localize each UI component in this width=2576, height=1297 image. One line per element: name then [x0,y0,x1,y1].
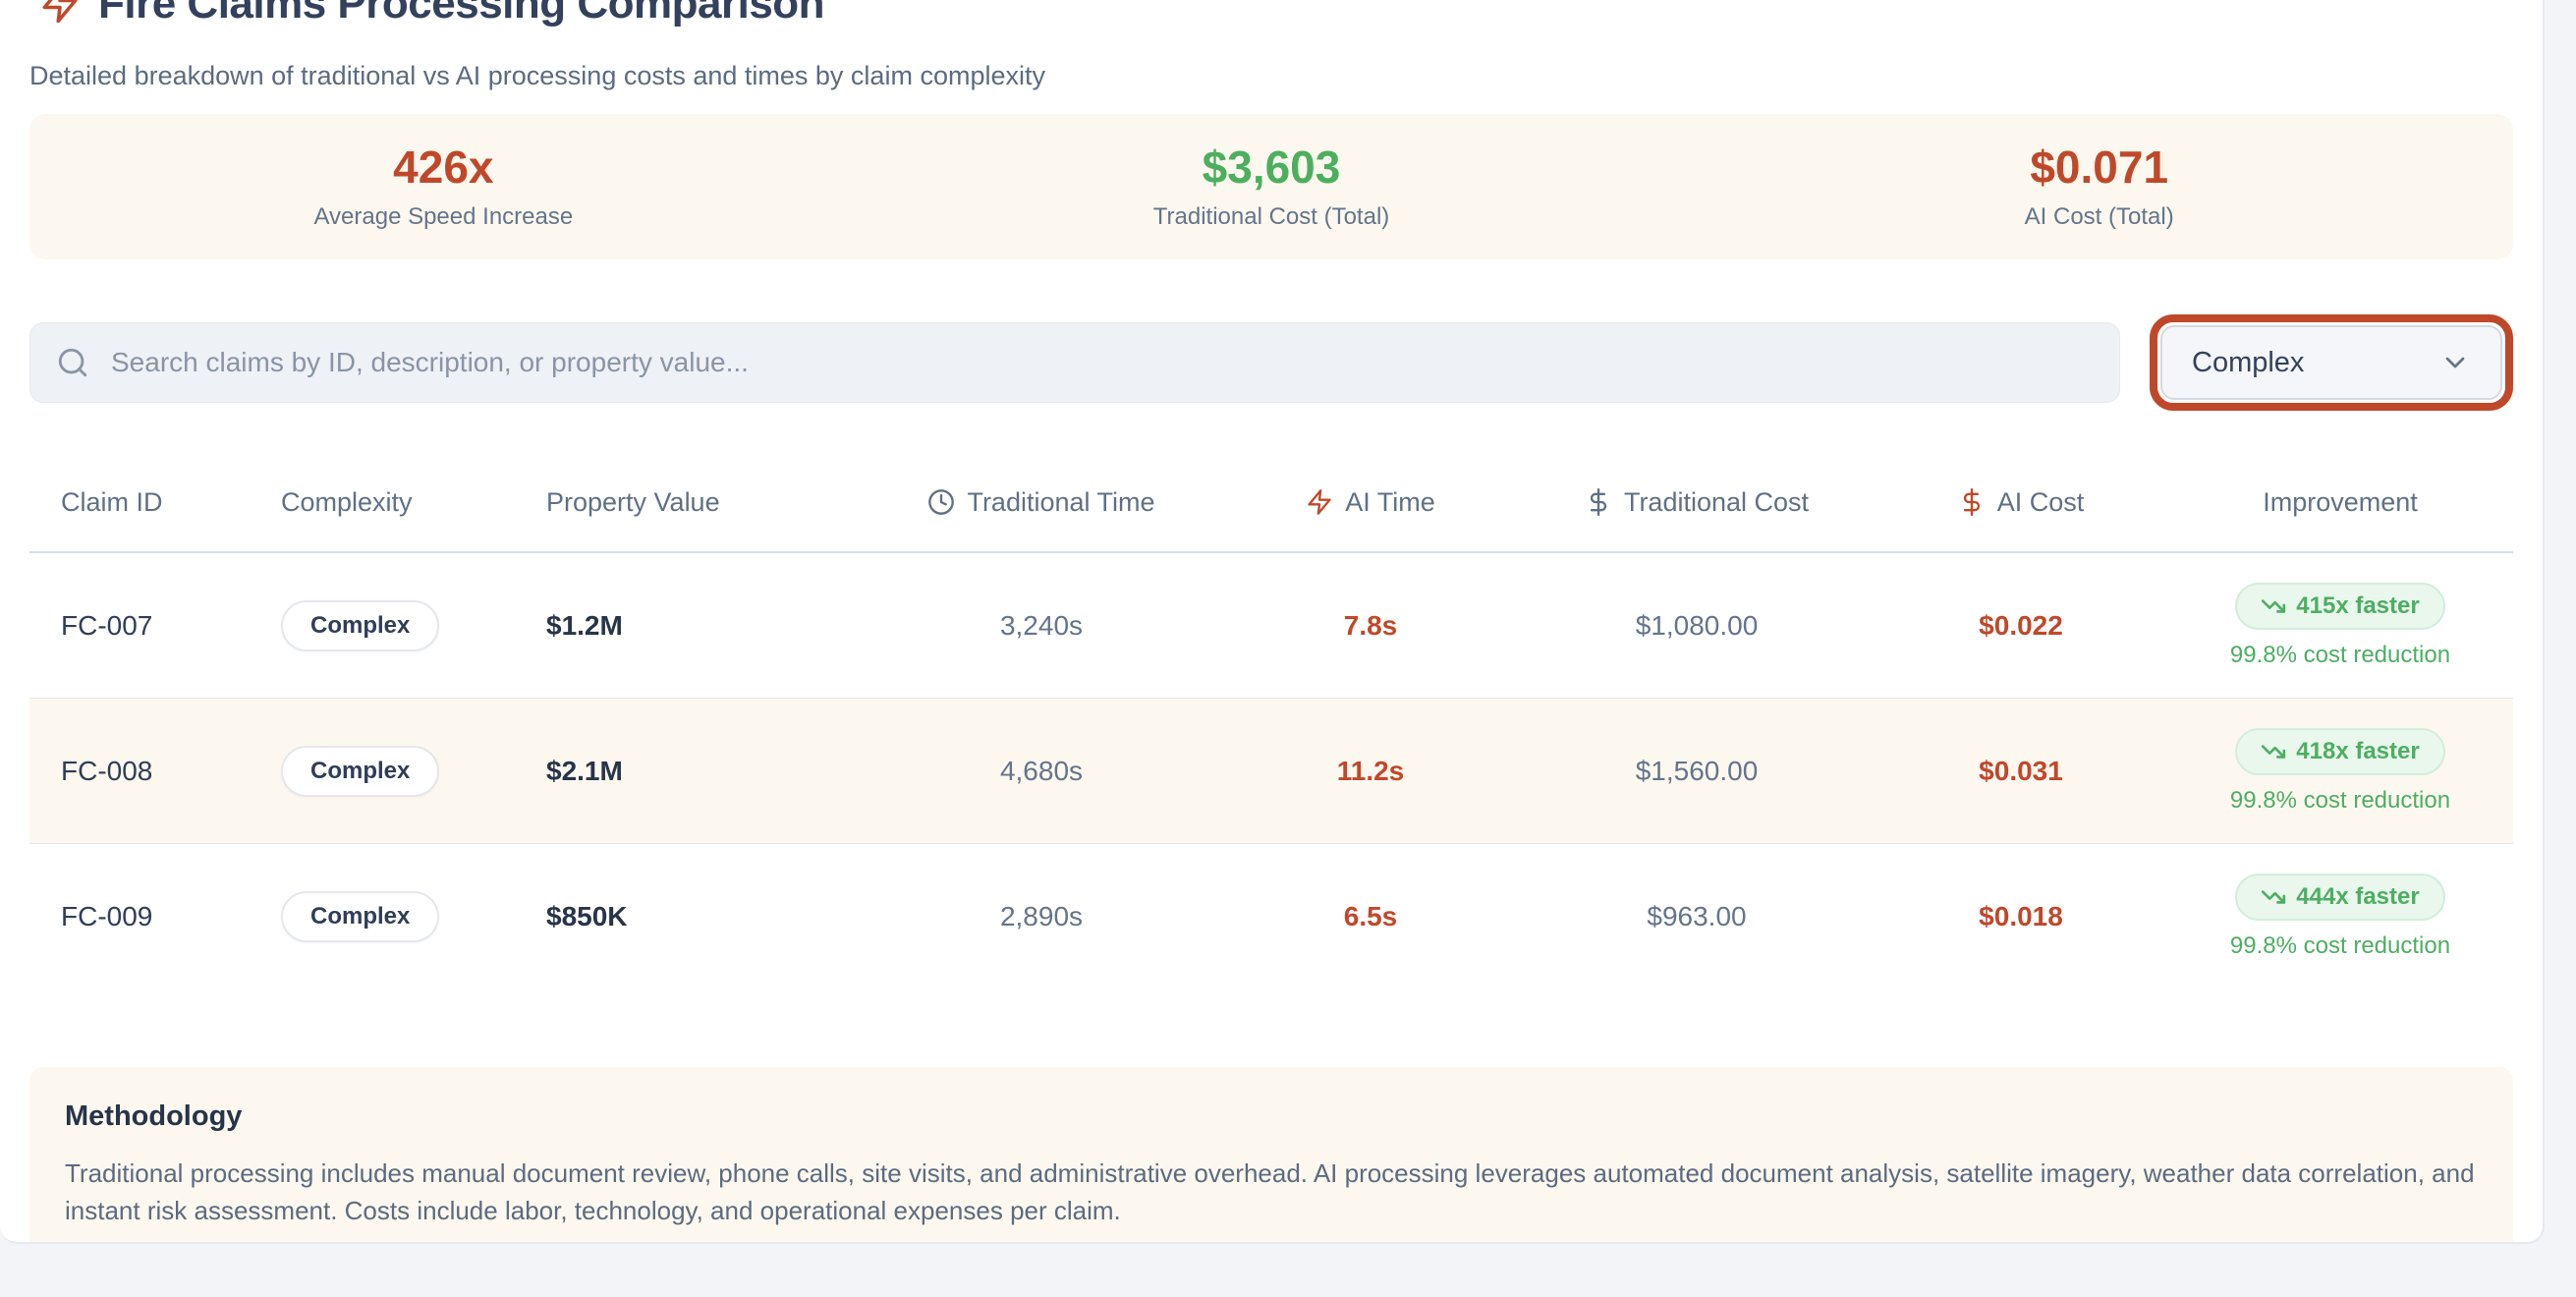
main-card: Fire Claims Processing Comparison Detail… [0,0,2545,1244]
traditional-time: 2,890s [999,900,1084,931]
traditional-cost: $963.00 [1647,900,1747,931]
traditional-cost: $1,560.00 [1635,755,1759,786]
speed-badge: 415x faster [2235,582,2445,630]
property-value: $850K [546,900,628,931]
col-traditional-cost: Traditional Cost [1519,487,1875,518]
speed-badge: 444x faster [2235,873,2445,921]
methodology-body: Traditional processing includes manual d… [65,1158,2475,1225]
speed-badge: 418x faster [2235,727,2445,775]
trending-down-icon [2261,739,2286,764]
methodology-panel: Methodology Traditional processing inclu… [29,1067,2513,1242]
stat-traditional-cost: $3,603 Traditional Cost (Total) [858,142,1686,231]
stat-speed-label: Average Speed Increase [313,203,574,230]
clock-icon [927,488,955,516]
zap-icon [1306,488,1333,516]
traditional-time: 4,680s [999,755,1084,786]
complexity-badge: Complex [281,890,440,942]
table-row[interactable]: FC-009 Complex $850K 2,890s 6.5s $963.00… [29,844,2513,988]
complexity-filter-value: Complex [2192,346,2305,378]
table-row[interactable]: FC-008 Complex $2.1M 4,680s 11.2s $1,560… [29,699,2513,844]
stat-speed-increase: 426x Average Speed Increase [29,142,858,231]
complexity-filter-highlight-ring: Complex [2150,314,2513,411]
dollar-icon [1585,488,1612,516]
col-complexity: Complexity [281,486,413,517]
property-value: $2.1M [546,755,623,786]
ai-cost: $0.031 [1979,755,2063,786]
stat-speed-value: 426x [393,141,494,193]
claims-table: Claim ID Complexity Property Value Tradi… [29,453,2513,988]
table-header-row: Claim ID Complexity Property Value Tradi… [29,453,2513,553]
property-value: $1.2M [546,609,623,641]
cost-reduction-label: 99.8% cost reduction [2229,931,2451,959]
claim-id: FC-008 [61,755,153,786]
col-improvement: Improvement [2263,486,2418,517]
search-icon [56,346,89,379]
dollar-icon [1958,488,1986,516]
improvement-cell: 418x faster 99.8% cost reduction [2167,727,2513,815]
complexity-badge: Complex [281,745,440,797]
stat-traditional-cost-value: $3,603 [1202,141,1341,193]
search-box[interactable] [29,322,2120,403]
claim-id: FC-009 [61,900,153,931]
claim-id: FC-007 [61,609,153,641]
col-ai-time: AI Time [1222,487,1519,518]
ai-cost: $0.018 [1979,900,2063,931]
col-ai-cost: AI Cost [1875,487,2167,518]
controls-row: Complex [29,314,2513,411]
ai-time: 11.2s [1336,755,1405,786]
cost-reduction-label: 99.8% cost reduction [2229,641,2451,668]
chevron-down-icon [2439,347,2471,378]
improvement-cell: 415x faster 99.8% cost reduction [2167,582,2513,669]
table-row[interactable]: FC-007 Complex $1.2M 3,240s 7.8s $1,080.… [29,553,2513,699]
ai-time: 6.5s [1343,900,1398,931]
stat-ai-cost: $0.071 AI Cost (Total) [1685,142,2513,231]
search-input[interactable] [109,346,2094,379]
improvement-cell: 444x faster 99.8% cost reduction [2167,873,2513,960]
page-subtitle: Detailed breakdown of traditional vs AI … [29,61,1045,90]
cost-reduction-label: 99.8% cost reduction [2229,786,2451,814]
complexity-cell: Complex [281,745,546,797]
stats-bar: 426x Average Speed Increase $3,603 Tradi… [29,114,2513,259]
trending-down-icon [2261,593,2286,619]
page-header: Fire Claims Processing Comparison [29,0,2513,28]
stat-ai-cost-value: $0.071 [2030,141,2169,193]
col-claim-id: Claim ID [61,486,163,517]
ai-time: 7.8s [1343,609,1398,641]
complexity-cell: Complex [281,890,546,942]
complexity-cell: Complex [281,599,546,651]
stat-traditional-cost-label: Traditional Cost (Total) [1152,203,1390,230]
col-traditional-time: Traditional Time [861,487,1222,518]
complexity-filter-select[interactable]: Complex [2160,325,2502,400]
col-property-value: Property Value [546,486,720,517]
traditional-cost: $1,080.00 [1635,609,1759,641]
methodology-title: Methodology [65,1100,243,1132]
page-title: Fire Claims Processing Comparison [98,0,825,28]
complexity-badge: Complex [281,599,440,651]
zap-icon [39,0,81,25]
ai-cost: $0.022 [1979,609,2063,641]
traditional-time: 3,240s [999,609,1084,641]
stat-ai-cost-label: AI Cost (Total) [2024,203,2174,230]
trending-down-icon [2261,884,2286,910]
